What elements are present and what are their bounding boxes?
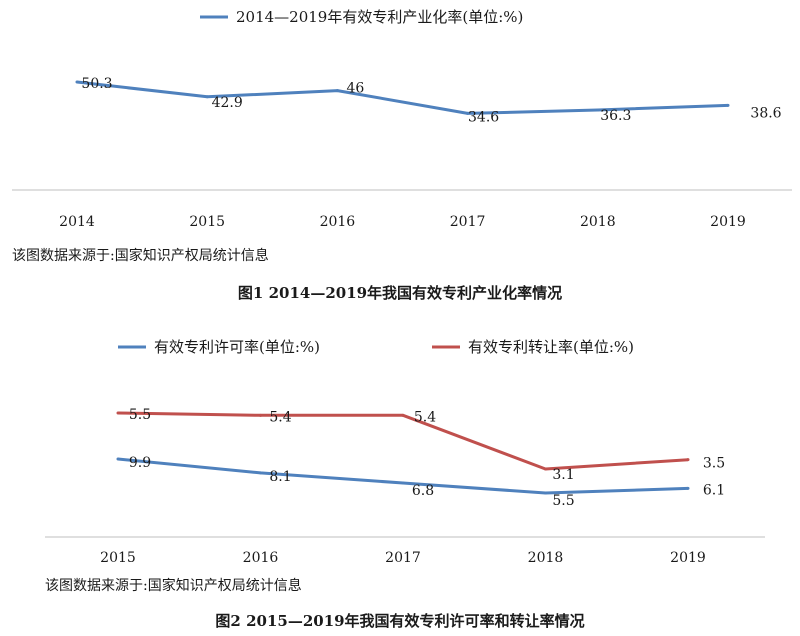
chart-2-data-label: 5.4 [269,409,291,425]
chart-1-caption: 图1 2014—2019年我国有效专利产业化率情况 [238,284,562,302]
chart-1: 2014—2019年有效专利产业化率(单位:%) 50.3 42.9 46 34.6 3… [12,8,792,302]
chart-1-source: 该图数据来源于:国家知识产权局统计信息 [12,247,269,264]
chart-1-point [205,95,209,99]
chart-2-data-label: 5.5 [552,493,574,509]
chart-1-x-tick: 2019 [710,214,746,230]
chart-1-point [596,108,600,112]
chart-2-data-label: 3.1 [552,467,574,483]
chart-2-point [544,467,547,471]
chart-2-data-label: 5.5 [129,407,151,423]
chart-2-point [259,413,262,417]
chart-2-point [116,457,120,461]
chart-2-point [686,486,690,490]
chart-1-legend: 2014—2019年有效专利产业化率(单位:%) [200,8,523,26]
chart-2-data-label: 3.5 [703,456,725,472]
chart-1-series-line [76,80,729,115]
chart-2-point [544,491,547,495]
chart-2: 有效专利许可率(单位:%) 有效专利转让率(单位:%) 5.5 5.4 5.4 3.1… [45,338,765,630]
chart-2-data-label: 5.4 [414,409,436,425]
chart-1-point [335,89,339,93]
chart-2-legend-label-transfer: 有效专利转让率(单位:%) [468,338,634,356]
chart-2-data-label: 6.8 [412,483,434,499]
chart-2-series-line-1 [117,411,689,471]
chart-2-x-tick: 2019 [670,550,706,566]
chart-1-point [726,103,730,107]
chart-1-legend-label: 2014—2019年有效专利产业化率(单位:%) [236,8,523,26]
chart-2-point [259,471,262,475]
chart-2-legend: 有效专利许可率(单位:%) 有效专利转让率(单位:%) [118,338,634,356]
chart-1-data-label: 36.3 [600,108,631,124]
chart-2-caption: 图2 2015—2019年我国有效专利许可率和转让率情况 [215,612,584,630]
chart-2-data-label: 6.1 [703,482,725,498]
chart-1-point [75,80,79,84]
chart-2-point [401,481,405,485]
chart-2-x-tick: 2015 [100,550,136,566]
chart-2-data-label: 8.1 [269,469,291,485]
chart-2-data-label: 9.9 [129,455,151,471]
chart-1-x-tick: 2015 [189,214,225,230]
chart-1-data-label: 38.6 [750,105,781,121]
chart-2-source: 该图数据来源于:国家知识产权局统计信息 [45,577,302,594]
chart-2-point [686,458,690,462]
chart-2-x-tick: 2018 [528,550,564,566]
chart-2-x-tick: 2016 [243,550,279,566]
chart-2-legend-label-licensing: 有效专利许可率(单位:%) [154,338,320,356]
chart-1-x-tick: 2018 [580,214,616,230]
chart-1-x-tick: 2014 [59,214,95,230]
chart-1-data-label: 34.6 [468,109,499,125]
chart-2-x-tick: 2017 [385,550,421,566]
chart-1-point [466,111,470,115]
chart-1-data-label: 46 [346,81,364,97]
chart-1-x-tick: 2017 [450,214,486,230]
chart-1-data-label: 50.3 [81,76,112,92]
chart-2-point [116,411,120,415]
chart-1-x-tick: 2016 [320,214,356,230]
chart-1-data-label: 42.9 [212,95,243,111]
chart-2-point [401,413,405,417]
